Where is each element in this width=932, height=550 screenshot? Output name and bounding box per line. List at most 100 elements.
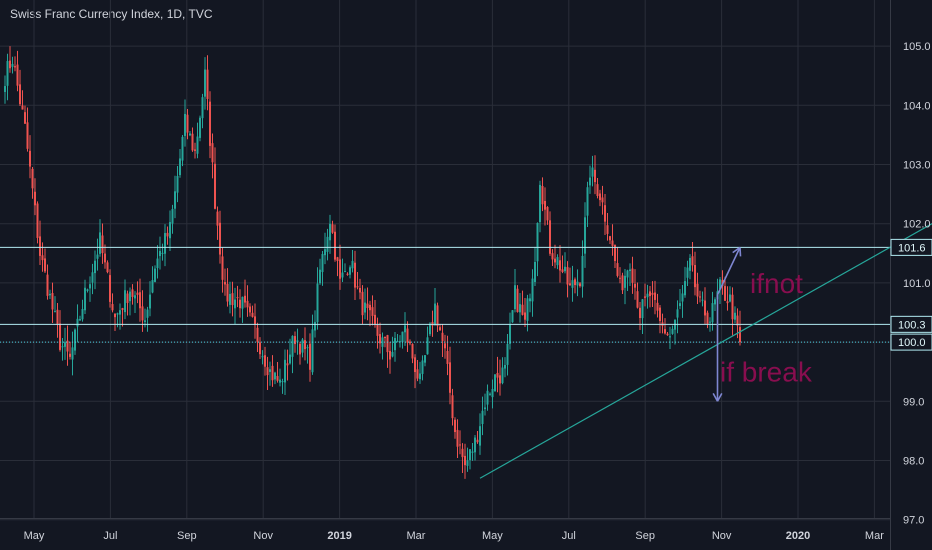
candle-body [194, 149, 196, 151]
candle-body [341, 272, 344, 278]
trendline[interactable] [479, 218, 932, 479]
candle-body [296, 340, 299, 342]
candle-body [726, 301, 729, 304]
candle-body [236, 297, 239, 299]
candle-body [214, 163, 216, 209]
candle-body [146, 309, 149, 318]
candle-body [16, 64, 19, 86]
candle-body [374, 314, 376, 325]
candle-body [489, 393, 491, 395]
candle-body [394, 338, 396, 351]
y-tick-label: 104.0 [903, 100, 931, 112]
candle-body [9, 60, 11, 69]
candle-body [379, 334, 381, 344]
candle-body [566, 267, 569, 285]
candle-body [401, 331, 404, 343]
candle-body [449, 362, 451, 393]
candle-body [681, 293, 684, 302]
candle-body [471, 451, 474, 453]
candle-body [601, 197, 604, 203]
candle-body [174, 191, 176, 209]
candle-body [499, 375, 501, 384]
candle-body [111, 304, 114, 311]
candle-body [101, 235, 104, 254]
candle-body [136, 292, 139, 295]
candle-body [286, 363, 289, 366]
candle-body [149, 294, 151, 309]
candle-body [644, 296, 646, 298]
candle-body [164, 233, 166, 254]
candle-body [134, 295, 136, 299]
candle-body [679, 303, 681, 307]
candle-body [514, 285, 516, 310]
candle-body [501, 367, 504, 384]
candle-body [116, 313, 119, 315]
candle-body [694, 265, 696, 288]
candle-body [406, 328, 409, 343]
candle-body [714, 299, 716, 305]
annotation-text[interactable]: if break [720, 357, 813, 388]
x-tick-label: Jul [562, 530, 576, 542]
candle-body [314, 321, 316, 331]
candle-body [84, 287, 86, 311]
candle-body [384, 336, 386, 339]
candle-body [581, 255, 584, 287]
candle-body [104, 253, 106, 263]
candle-body [606, 225, 609, 234]
candle-body [586, 187, 589, 216]
candle-body [331, 224, 334, 233]
candle-body [616, 263, 619, 276]
candle-body [686, 267, 689, 278]
candle-body [244, 295, 246, 303]
y-tick-label: 98.0 [903, 456, 924, 468]
candle-body [436, 305, 439, 326]
candle-body [389, 350, 391, 360]
candle-body [731, 294, 734, 320]
candle-body [151, 280, 154, 293]
candle-body [431, 321, 434, 326]
candle-body [211, 143, 214, 163]
candle-body [421, 360, 424, 374]
candle-body [484, 407, 486, 410]
candle-body [91, 272, 94, 283]
candle-body [326, 236, 329, 252]
candle-body [51, 293, 54, 310]
candle-body [119, 310, 121, 315]
candle-body [126, 293, 129, 303]
candle-body [646, 293, 649, 298]
candle-body [311, 329, 314, 373]
candle-body [494, 374, 496, 392]
candle-body [461, 448, 464, 458]
candle-body [94, 260, 96, 274]
candle-body [199, 117, 201, 138]
candle-body [664, 329, 666, 334]
candle-body [619, 277, 621, 279]
x-tick-label: Sep [177, 530, 197, 542]
candle-body [161, 252, 164, 254]
candle-body [44, 258, 46, 272]
candle-body [6, 61, 9, 86]
y-tick-label: 105.0 [903, 41, 931, 53]
level-badge [890, 333, 932, 351]
annotation-text[interactable]: ifnot [750, 268, 803, 299]
candle-body [39, 236, 41, 256]
candle-body [196, 136, 199, 154]
candle-body [481, 410, 484, 425]
candle-body [54, 311, 56, 313]
candle-body [519, 304, 521, 313]
candle-body [139, 292, 141, 309]
candle-body [181, 136, 184, 161]
candle-body [364, 302, 366, 313]
candle-body [14, 66, 16, 68]
candle-body [576, 281, 579, 286]
candle-body [144, 320, 146, 322]
candle-body [696, 283, 699, 297]
annotation-arrow[interactable] [716, 247, 741, 296]
candle-body [701, 299, 704, 301]
candle-body [346, 273, 349, 275]
candle-body [304, 340, 306, 350]
candle-body [319, 269, 321, 284]
candle-body [266, 367, 269, 376]
candle-body [451, 395, 454, 419]
